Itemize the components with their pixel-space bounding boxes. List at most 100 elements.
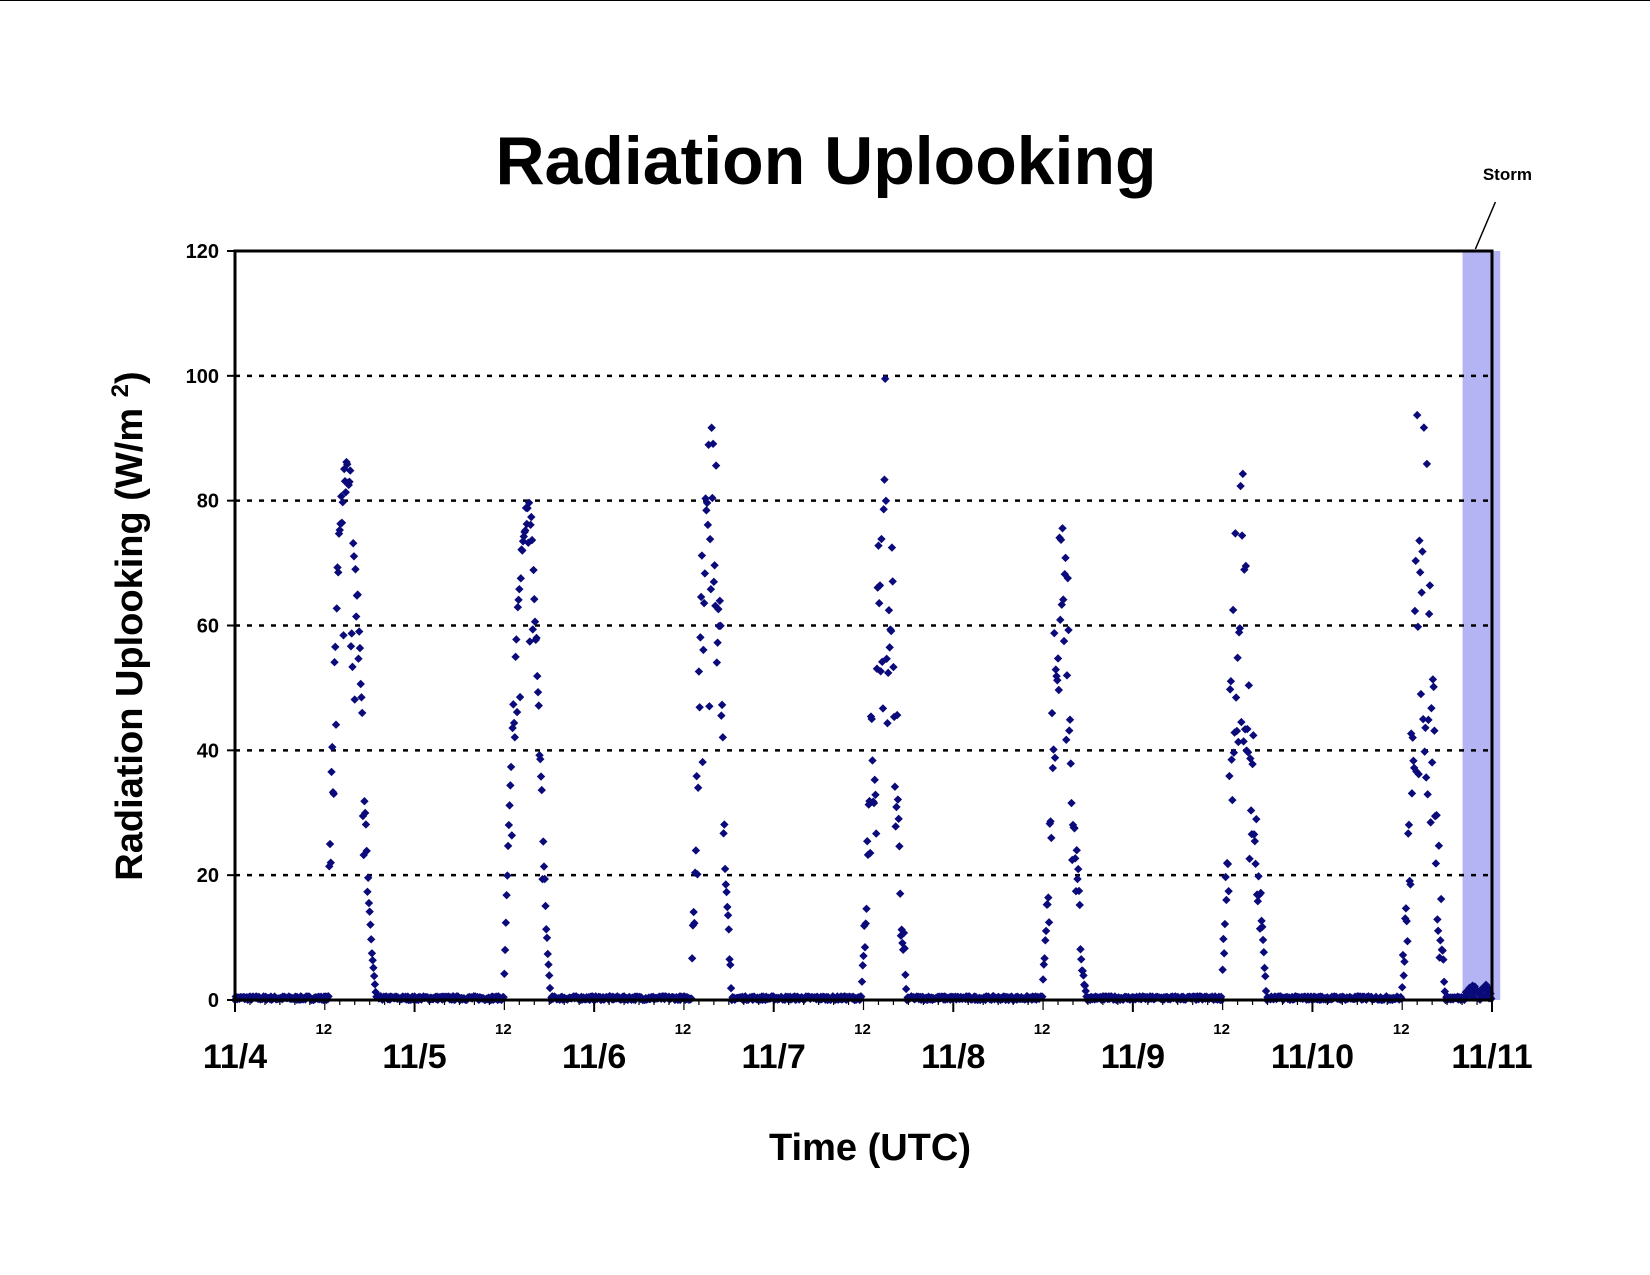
data-point xyxy=(1404,820,1414,830)
data-point xyxy=(1258,935,1268,945)
y-axis-ticks: 0 20 40 60 80 100 120 xyxy=(186,241,235,1012)
x-axis-label: Time (UTC) xyxy=(769,1127,971,1169)
data-point xyxy=(711,461,721,470)
storm-leader-line xyxy=(1474,201,1497,250)
data-point xyxy=(1470,982,1479,991)
data-point xyxy=(515,584,524,594)
data-point xyxy=(1070,824,1079,833)
data-point xyxy=(524,498,534,507)
data-point xyxy=(1431,859,1441,868)
data-point xyxy=(862,904,871,914)
data-point xyxy=(1257,916,1266,926)
data-point xyxy=(533,671,542,681)
data-point xyxy=(1258,922,1267,932)
x-day-label: 11/5 xyxy=(382,1038,446,1076)
data-point xyxy=(1240,565,1249,574)
data-point xyxy=(877,534,886,544)
data-point xyxy=(1080,981,1090,990)
data-point xyxy=(1051,665,1060,674)
data-point xyxy=(1427,703,1436,713)
data-point xyxy=(702,498,712,508)
data-point xyxy=(1429,682,1438,692)
data-point xyxy=(871,790,880,800)
data-point xyxy=(500,945,510,955)
data-point xyxy=(1469,993,1479,1002)
data-points xyxy=(230,374,1496,1005)
data-point xyxy=(690,918,699,928)
data-point xyxy=(892,710,902,720)
data-point xyxy=(860,943,870,952)
data-point xyxy=(866,848,875,858)
data-point xyxy=(1043,900,1052,909)
data-point xyxy=(1480,984,1489,993)
data-point xyxy=(1075,900,1084,910)
data-point xyxy=(895,842,904,851)
data-point xyxy=(1241,561,1251,571)
data-point xyxy=(1065,726,1074,735)
data-point xyxy=(1071,854,1080,863)
data-point xyxy=(1226,677,1236,686)
x-hour-label: 12 xyxy=(1034,1021,1051,1038)
y-axis-label-superscript: 2 xyxy=(107,384,134,397)
data-point xyxy=(1439,955,1448,964)
storm-annotation: Storm xyxy=(1474,165,1532,250)
data-point xyxy=(1246,806,1256,815)
data-point xyxy=(521,526,530,535)
data-point xyxy=(702,506,711,515)
data-point xyxy=(345,477,354,487)
data-point xyxy=(1253,897,1263,906)
data-point xyxy=(324,992,333,1001)
data-point xyxy=(705,534,715,544)
data-point xyxy=(879,505,888,514)
data-point xyxy=(1404,829,1413,838)
data-point xyxy=(699,645,708,655)
data-point xyxy=(527,512,536,522)
data-point xyxy=(369,963,378,972)
data-point xyxy=(354,654,363,663)
data-point xyxy=(881,496,891,506)
data-point xyxy=(364,898,374,908)
data-point xyxy=(1058,524,1067,533)
data-point xyxy=(346,642,356,651)
data-point xyxy=(703,520,713,530)
x-day-label: 11/8 xyxy=(921,1038,985,1076)
data-point xyxy=(1408,733,1417,742)
data-point xyxy=(1053,654,1063,663)
data-point xyxy=(505,801,514,810)
data-point xyxy=(506,762,516,772)
data-point xyxy=(696,633,705,642)
data-point xyxy=(722,887,731,897)
data-point xyxy=(1251,859,1260,869)
data-point xyxy=(542,933,552,943)
data-point xyxy=(698,757,707,767)
data-point xyxy=(1261,972,1270,981)
data-point xyxy=(539,837,548,846)
data-point xyxy=(699,598,709,608)
data-point xyxy=(1248,759,1257,769)
data-point xyxy=(328,742,337,752)
data-point xyxy=(1439,977,1449,987)
data-point xyxy=(506,781,515,790)
data-point xyxy=(878,704,888,713)
data-point xyxy=(883,718,892,728)
data-point xyxy=(1419,423,1429,432)
data-point xyxy=(1249,830,1259,839)
data-point xyxy=(1219,949,1229,958)
data-point xyxy=(337,492,346,501)
x-hour-label: 12 xyxy=(1393,1021,1410,1038)
data-point xyxy=(339,631,348,640)
data-point xyxy=(329,789,338,799)
data-point xyxy=(712,658,722,667)
data-point xyxy=(1432,811,1441,820)
x-day-label: 11/7 xyxy=(742,1038,806,1076)
data-point xyxy=(1425,581,1435,590)
data-point xyxy=(1398,950,1408,960)
data-point xyxy=(1081,986,1090,996)
data-point xyxy=(885,643,894,652)
data-point xyxy=(1232,726,1242,736)
data-point xyxy=(357,693,366,702)
data-point xyxy=(511,652,520,662)
storm-band-layer xyxy=(1462,251,1501,1000)
data-point xyxy=(1484,983,1493,993)
